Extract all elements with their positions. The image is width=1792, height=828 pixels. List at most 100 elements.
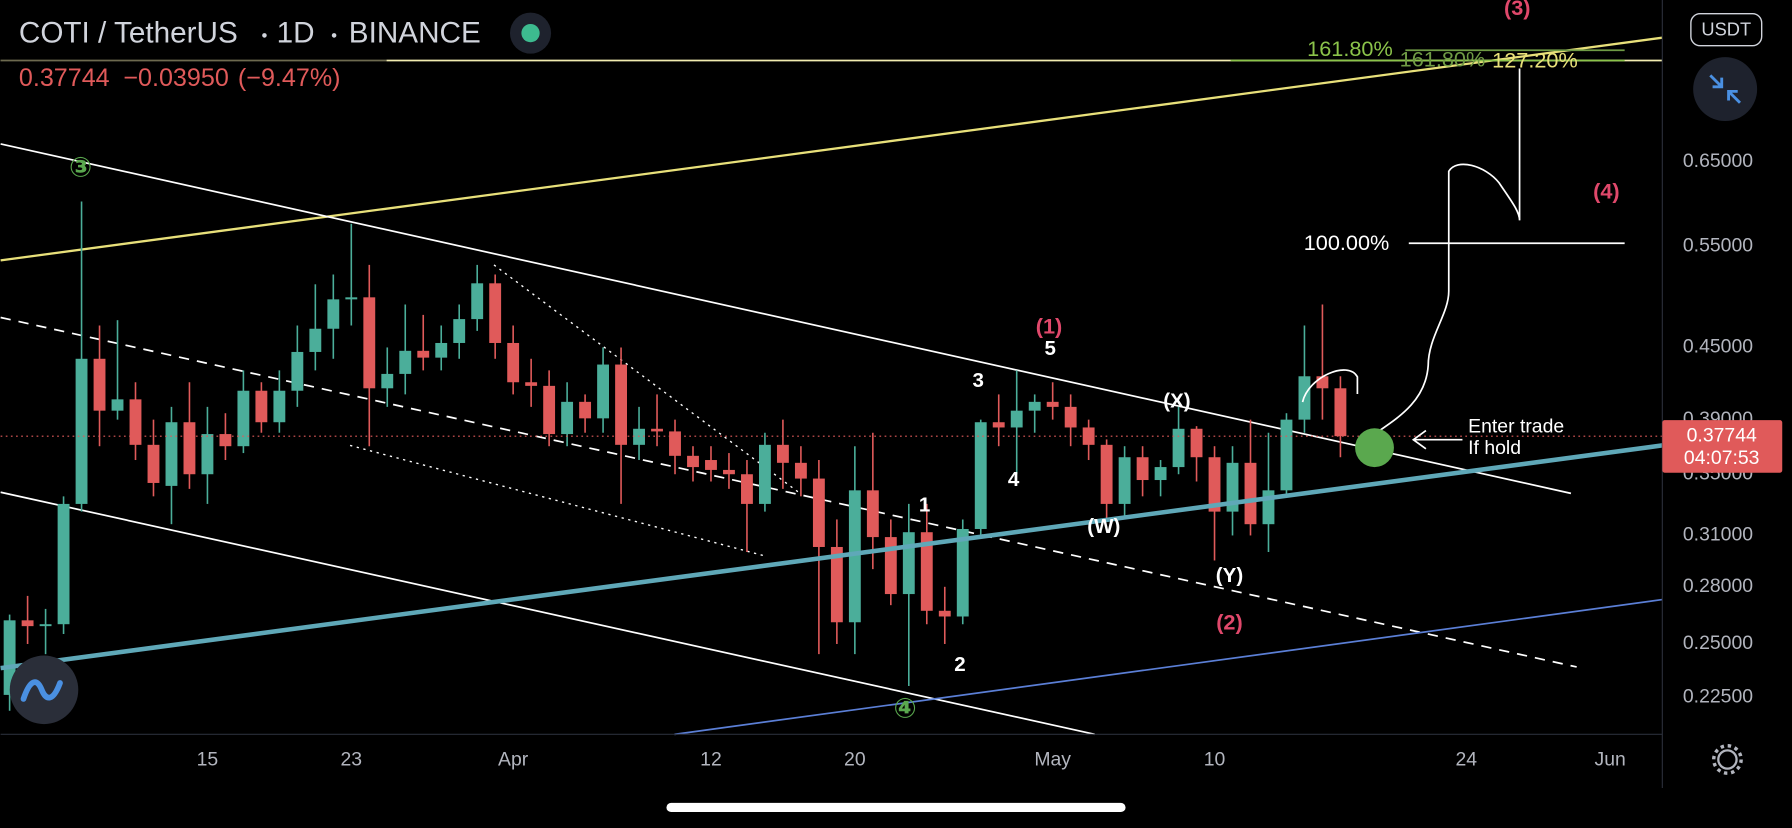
exchange: BINANCE: [349, 16, 481, 49]
x-tick-label: May: [1034, 749, 1071, 771]
arrow: [1411, 429, 1463, 450]
candle-body: [758, 444, 771, 504]
candle-body: [1010, 410, 1023, 428]
candle-body: [75, 358, 88, 504]
candle-body: [255, 390, 268, 423]
candle-body: [902, 532, 915, 595]
last-price-tag: [1662, 420, 1783, 473]
candle-body: [3, 620, 16, 695]
countdown: 04:07:53: [1684, 447, 1760, 469]
candle-body: [183, 422, 196, 475]
candle-body: [57, 503, 70, 625]
candle-body: [1244, 462, 1257, 525]
channel-top: [0, 143, 1572, 495]
candles: [0, 201, 1663, 711]
candle-body: [1262, 490, 1275, 525]
candle-body: [705, 460, 717, 470]
annotation: 1: [919, 493, 930, 516]
annotation: (W): [1087, 515, 1120, 538]
candle-body: [1334, 388, 1347, 437]
annotation: ④: [894, 693, 917, 724]
candle-body: [794, 462, 807, 479]
last-price-label: 0.37744: [1687, 424, 1757, 446]
candle-body: [1190, 428, 1203, 458]
interval: 1D: [277, 16, 315, 49]
separator: [331, 33, 337, 38]
trend-line: [0, 36, 1663, 262]
x-tick-label: 10: [1204, 749, 1226, 771]
symbol: COTI / TetherUS: [19, 16, 238, 49]
last-price: 0.37744: [19, 63, 110, 91]
annotation: (3): [1504, 0, 1531, 20]
symbol-title: COTI / TetherUS 1D BINANCE: [19, 16, 481, 49]
candle-body: [1100, 444, 1113, 504]
candle-body: [579, 401, 592, 419]
candle-body: [21, 620, 34, 627]
y-tick-label: 0.65000: [1683, 150, 1753, 172]
channel-mid: [0, 316, 1577, 668]
y-tick-label: 0.28000: [1683, 575, 1753, 597]
candle-body: [561, 401, 574, 435]
candle-body: [147, 444, 160, 483]
collapse-icon[interactable]: [1709, 74, 1741, 104]
x-tick-label: Apr: [498, 749, 529, 771]
annotation: 100.00%: [1304, 230, 1390, 255]
annotation: Enter trade: [1468, 415, 1564, 437]
candle-body: [489, 283, 502, 343]
candle-body: [273, 390, 286, 423]
gear[interactable]: [1717, 749, 1738, 770]
candle-body: [1172, 428, 1185, 468]
candle-body: [920, 532, 933, 611]
candle-body: [417, 350, 430, 358]
annotation: (4): [1593, 179, 1620, 204]
candle-body: [399, 350, 412, 374]
annotation: 127.20%: [1492, 47, 1578, 72]
candle-body: [615, 364, 627, 445]
candle-body: [471, 283, 484, 320]
candle-body: [435, 342, 448, 358]
trend-line: [674, 598, 1663, 736]
candle-body: [111, 399, 124, 411]
y-tick-label: 0.22500: [1683, 685, 1753, 707]
annotation: 161.80%: [1400, 46, 1486, 71]
candle-body: [1226, 462, 1239, 512]
currency[interactable]: USDT: [1701, 19, 1751, 40]
channel-bottom: [0, 491, 1095, 736]
x-tick-label: Jun: [1595, 749, 1626, 771]
candle-body: [1280, 419, 1293, 491]
annotation: If hold: [1468, 437, 1521, 459]
candle-body: [830, 546, 843, 623]
candle-body: [219, 434, 232, 447]
logo-mark: [20, 679, 63, 702]
y-tick-label: 0.25000: [1683, 632, 1753, 654]
candle-body: [1136, 457, 1149, 481]
annotation: 3: [973, 369, 984, 392]
status-dot: [521, 23, 540, 43]
candle-body: [776, 444, 789, 463]
gear-teeth[interactable]: [1712, 744, 1743, 775]
candle-body: [848, 490, 861, 623]
candle-body: [543, 385, 556, 435]
collapse-button[interactable]: [1693, 57, 1758, 122]
change: −0.03950: [123, 63, 228, 91]
separator: [262, 33, 267, 38]
settings-button[interactable]: [1712, 744, 1743, 775]
candle-body: [1046, 401, 1059, 407]
currency-button[interactable]: [1690, 13, 1763, 47]
candle-body: [291, 351, 304, 391]
candle-body: [633, 428, 645, 445]
x-tick-label: 23: [341, 749, 363, 771]
candle-body: [93, 358, 106, 411]
candle-body: [1082, 427, 1095, 445]
home-indicator[interactable]: [666, 802, 1126, 813]
candle-body: [1316, 376, 1329, 389]
candle-body: [956, 528, 969, 617]
candle-body: [866, 490, 879, 538]
candle-body: [974, 422, 987, 529]
support-line: [0, 443, 1663, 671]
candle-body: [453, 319, 466, 343]
overlay-drawings: [0, 68, 1663, 671]
candle-body: [129, 399, 142, 445]
annotation: 161.80%: [1307, 36, 1393, 61]
